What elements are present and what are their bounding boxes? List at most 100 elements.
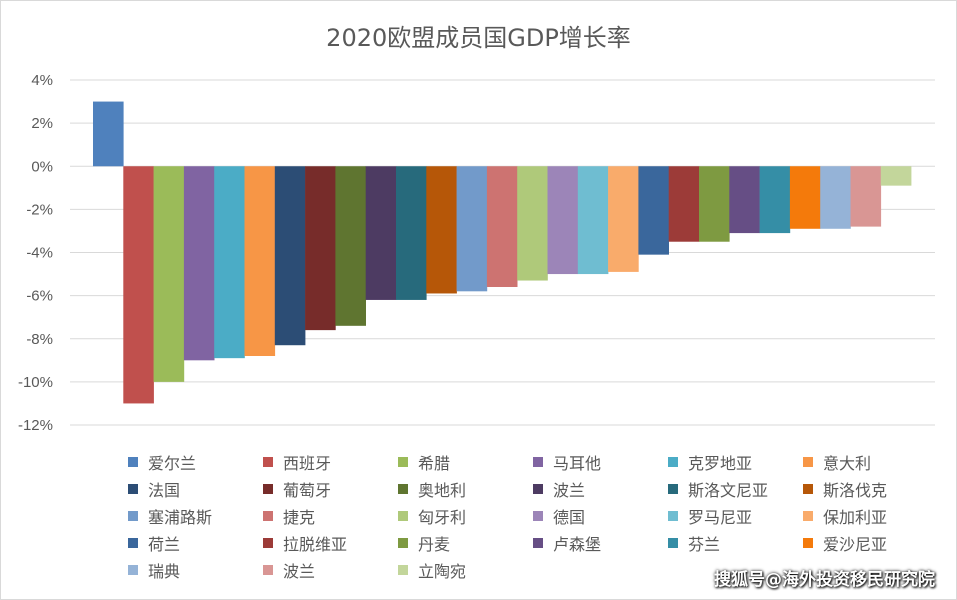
bar [759, 166, 791, 234]
bar [396, 166, 427, 300]
bar [577, 166, 609, 275]
legend-label: 西班牙 [283, 454, 332, 473]
y-tick-label: -4% [26, 245, 53, 262]
legend-swatch [128, 511, 138, 521]
legend-item: 波兰 [263, 560, 398, 581]
bar [274, 166, 306, 346]
bar [699, 166, 730, 242]
legend-swatch [803, 484, 813, 494]
legend-label: 波兰 [283, 562, 316, 581]
y-tick-label: 4% [31, 72, 53, 89]
legend-swatch [668, 457, 678, 467]
legend-label: 荷兰 [148, 535, 181, 554]
legend-label: 爱沙尼亚 [823, 535, 888, 554]
bar [850, 166, 882, 227]
legend-swatch [128, 565, 138, 575]
bar [638, 166, 669, 255]
y-tick-label: -12% [18, 417, 53, 434]
bar [183, 166, 215, 361]
bar [365, 166, 397, 300]
legend-label: 捷克 [283, 508, 316, 527]
legend-swatch [128, 538, 138, 548]
legend-label: 克罗地亚 [688, 454, 753, 473]
legend-item: 波兰 [533, 479, 668, 500]
legend-item: 卢森堡 [533, 533, 668, 554]
bar [608, 166, 639, 272]
legend-item: 西班牙 [263, 452, 398, 473]
legend-swatch [398, 538, 408, 548]
legend-item: 立陶宛 [398, 560, 533, 581]
legend-label: 斯洛文尼亚 [688, 481, 769, 500]
legend-swatch [533, 457, 543, 467]
legend: 爱尔兰 西班牙 希腊 马耳他 克罗地亚 意大利 法国 葡萄牙 奥地利 波兰 斯洛文尼亚 斯洛伐克 塞浦路… [128, 452, 938, 581]
bar [486, 166, 518, 287]
bar [517, 166, 548, 281]
legend-swatch [668, 511, 678, 521]
y-tick-label: 2% [31, 115, 53, 132]
y-tick-label: -8% [26, 331, 53, 348]
bar [244, 166, 276, 356]
legend-item: 塞浦路斯 [128, 506, 263, 527]
legend-swatch [533, 484, 543, 494]
watermark: 搜狐号@海外投资移民研究院 [714, 570, 935, 590]
bar [214, 166, 245, 359]
legend-label: 希腊 [418, 454, 451, 473]
y-tick-label: -2% [26, 201, 53, 218]
legend-label: 匈牙利 [418, 508, 467, 527]
legend-swatch [668, 538, 678, 548]
legend-swatch [533, 511, 543, 521]
legend-label: 保加利亚 [823, 508, 888, 527]
bar [123, 166, 154, 404]
legend-swatch [398, 484, 408, 494]
legend-label: 意大利 [823, 454, 872, 473]
bar [456, 166, 488, 292]
legend-item: 奥地利 [398, 479, 533, 500]
legend-item: 斯洛伐克 [803, 479, 938, 500]
legend-label: 卢森堡 [553, 535, 602, 554]
legend-swatch [263, 511, 273, 521]
legend-item: 捷克 [263, 506, 398, 527]
bar [305, 166, 336, 331]
legend-label: 德国 [553, 508, 586, 527]
legend-item: 荷兰 [128, 533, 263, 554]
legend-label: 葡萄牙 [283, 481, 332, 500]
legend-item: 法国 [128, 479, 263, 500]
legend-swatch [263, 565, 273, 575]
legend-label: 拉脱维亚 [283, 535, 348, 554]
bar [93, 101, 124, 167]
legend-swatch [803, 511, 813, 521]
legend-swatch [803, 538, 813, 548]
legend-label: 立陶宛 [418, 562, 467, 581]
y-tick-label: -10% [18, 374, 53, 391]
legend-swatch [398, 565, 408, 575]
legend-swatch [398, 457, 408, 467]
legend-item: 葡萄牙 [263, 479, 398, 500]
legend-label: 丹麦 [418, 535, 451, 554]
legend-label: 芬兰 [688, 535, 721, 554]
legend-swatch [263, 538, 273, 548]
legend-swatch [263, 484, 273, 494]
legend-item: 意大利 [803, 452, 938, 473]
legend-item: 匈牙利 [398, 506, 533, 527]
legend-item: 拉脱维亚 [263, 533, 398, 554]
bar [789, 166, 821, 229]
legend-item: 斯洛文尼亚 [668, 479, 803, 500]
legend-item: 爱沙尼亚 [803, 533, 938, 554]
bar [820, 166, 851, 229]
legend-swatch [128, 484, 138, 494]
legend-item: 马耳他 [533, 452, 668, 473]
legend-item: 克罗地亚 [668, 452, 803, 473]
legend-swatch [263, 457, 273, 467]
legend-swatch [398, 511, 408, 521]
legend-label: 罗马尼亚 [688, 508, 753, 527]
legend-label: 马耳他 [553, 454, 602, 473]
legend-item: 瑞典 [128, 560, 263, 581]
y-tick-label: -6% [26, 288, 53, 305]
bar [335, 166, 366, 326]
chart-title: 2020欧盟成员国GDP增长率 [326, 24, 631, 52]
legend-item: 德国 [533, 506, 668, 527]
bar [880, 166, 912, 186]
bar [547, 166, 579, 275]
bar [426, 166, 457, 294]
